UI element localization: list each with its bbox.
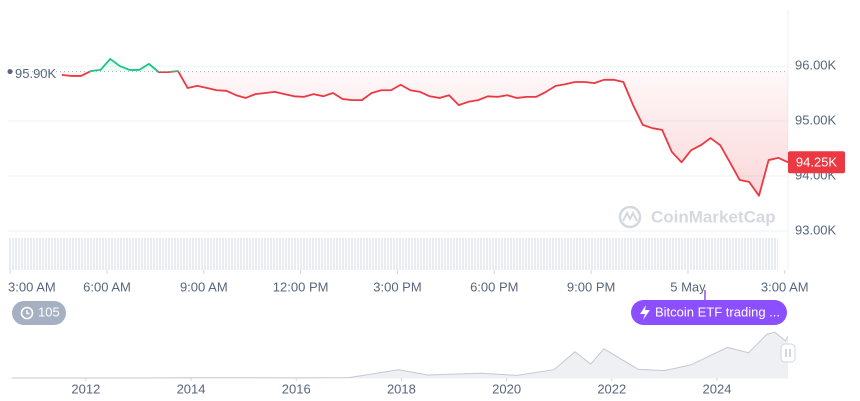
x-tick-label: 3:00 PM (373, 279, 421, 294)
reference-label: 95.90K (15, 66, 57, 81)
x-tick-label: 2020 (492, 381, 521, 396)
watermark: CoinMarketCap (618, 205, 776, 229)
reference-dot (7, 69, 13, 75)
x-tick-label: 6:00 PM (470, 279, 518, 294)
price-line-down (61, 71, 789, 197)
area-above (89, 58, 179, 72)
area-below (61, 71, 788, 196)
event-count: 105 (38, 304, 60, 319)
event-badge[interactable]: Bitcoin ETF trading ... (631, 290, 787, 325)
x-tick-label: 2018 (387, 381, 416, 396)
x-tick-label: 12:00 PM (273, 279, 329, 294)
volume-band (8, 238, 778, 270)
x-tick-label: 2012 (71, 381, 100, 396)
x-tick-label: 9:00 AM (180, 279, 228, 294)
last-price-tag (788, 151, 845, 174)
x-tick-label: 3:00 AM (8, 279, 56, 294)
x-tick-label: 2022 (597, 381, 626, 396)
x-tick-label: 9:00 PM (567, 279, 615, 294)
x-tick-label: 6:00 AM (83, 279, 131, 294)
event-count-badge[interactable]: 105 (12, 301, 66, 325)
x-tick-label: 3:00 AM (761, 279, 809, 294)
x-tick-label: 5 May (670, 279, 706, 294)
x-tick-label: 2014 (177, 381, 206, 396)
watermark-text: CoinMarketCap (651, 207, 776, 226)
last-price-label: 94.25K (796, 155, 838, 170)
navigator-area (12, 332, 788, 378)
x-tick-label: 2024 (703, 381, 732, 396)
event-label: Bitcoin ETF trading ... (655, 304, 780, 319)
y-tick-label: 95.00K (795, 112, 837, 127)
y-tick-label: 93.00K (795, 222, 837, 237)
navigator-line (12, 331, 789, 379)
y-tick-label: 96.00K (795, 58, 837, 73)
x-tick-label: 2016 (282, 381, 311, 396)
navigator-handle[interactable] (780, 343, 796, 363)
